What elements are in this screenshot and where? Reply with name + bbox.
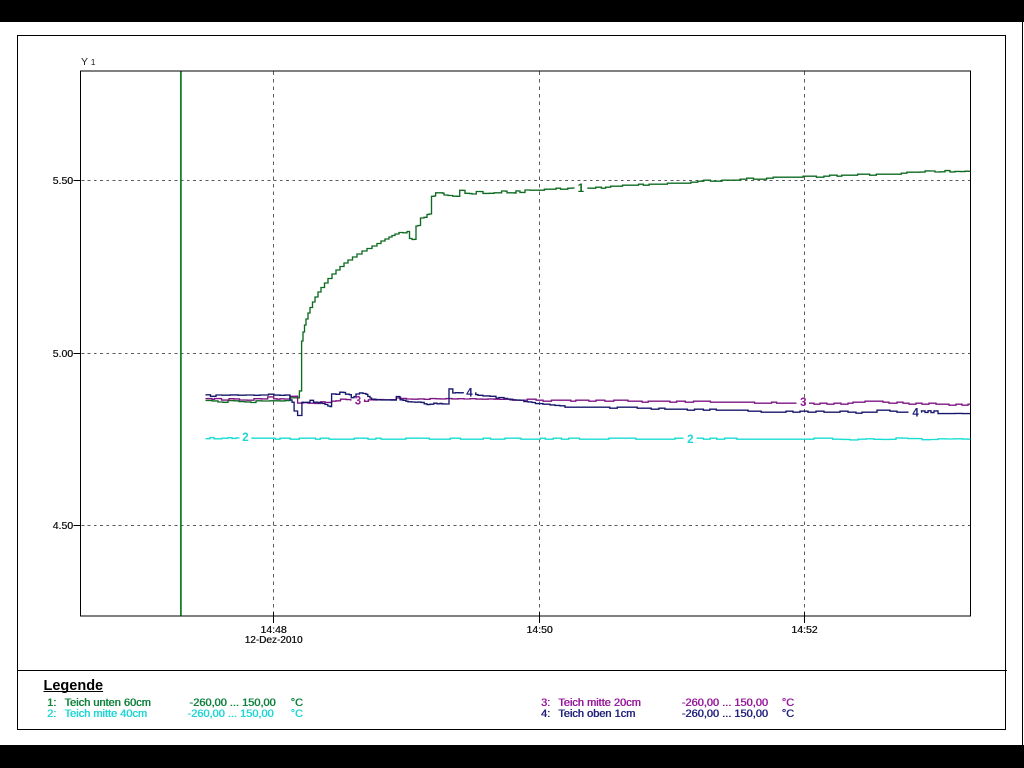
svg-text:4: 4 xyxy=(466,387,473,399)
svg-text:3: 3 xyxy=(355,395,361,407)
svg-text:1: 1 xyxy=(578,183,585,195)
svg-text:3: 3 xyxy=(800,397,806,409)
svg-text:2: 2 xyxy=(687,434,693,446)
svg-text:2: 2 xyxy=(242,432,248,444)
svg-text:4: 4 xyxy=(912,407,919,419)
